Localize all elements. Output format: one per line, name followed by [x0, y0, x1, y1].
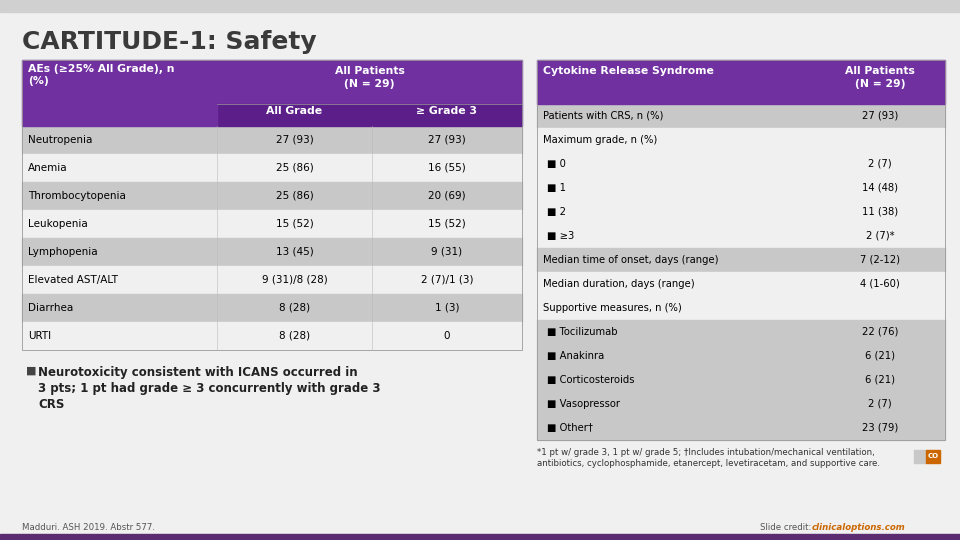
Text: 7 (2-12): 7 (2-12): [860, 255, 900, 265]
Text: 25 (86): 25 (86): [276, 163, 313, 173]
Text: 16 (55): 16 (55): [428, 163, 466, 173]
Text: clinicaloptions.com: clinicaloptions.com: [812, 523, 905, 532]
Text: Maximum grade, n (%): Maximum grade, n (%): [543, 135, 658, 145]
Text: ■ Corticosteroids: ■ Corticosteroids: [547, 375, 635, 385]
Text: Madduri. ASH 2019. Abstr 577.: Madduri. ASH 2019. Abstr 577.: [22, 523, 155, 532]
Text: 27 (93): 27 (93): [428, 135, 466, 145]
Bar: [537, 392, 945, 416]
Text: 23 (79): 23 (79): [862, 423, 899, 433]
Bar: [22, 126, 522, 154]
Text: 22 (76): 22 (76): [862, 327, 899, 337]
Bar: [914, 450, 926, 463]
Bar: [22, 60, 522, 350]
Text: AEs (≥25% All Grade), n
(%): AEs (≥25% All Grade), n (%): [28, 64, 175, 86]
Text: ■: ■: [26, 366, 36, 376]
Text: 1 (3): 1 (3): [435, 303, 459, 313]
Text: 6 (21): 6 (21): [865, 375, 895, 385]
Text: 11 (38): 11 (38): [862, 207, 898, 217]
Text: All Grade: All Grade: [267, 106, 323, 116]
Text: Patients with CRS, n (%): Patients with CRS, n (%): [543, 111, 663, 121]
Text: 8 (28): 8 (28): [279, 303, 310, 313]
Text: All Patients
(N = 29): All Patients (N = 29): [335, 66, 404, 89]
Text: Neurotoxicity consistent with ICANS occurred in: Neurotoxicity consistent with ICANS occu…: [38, 366, 358, 379]
Text: 9 (31): 9 (31): [431, 247, 463, 257]
Text: Elevated AST/ALT: Elevated AST/ALT: [28, 275, 118, 285]
Bar: [22, 60, 522, 104]
Text: ■ 1: ■ 1: [547, 183, 566, 193]
Bar: [537, 224, 945, 248]
Text: Median duration, days (range): Median duration, days (range): [543, 279, 695, 289]
Bar: [22, 104, 217, 126]
Text: ■ Other†: ■ Other†: [547, 423, 593, 433]
Text: ■ Anakinra: ■ Anakinra: [547, 351, 604, 361]
Bar: [537, 104, 945, 128]
Text: ■ Vasopressor: ■ Vasopressor: [547, 399, 620, 409]
Bar: [0, 534, 960, 540]
Bar: [537, 248, 945, 272]
Bar: [217, 104, 522, 126]
Bar: [0, 0, 960, 12]
Text: Slide credit:: Slide credit:: [760, 523, 814, 532]
Text: Diarrhea: Diarrhea: [28, 303, 73, 313]
Bar: [537, 272, 945, 296]
Bar: [537, 344, 945, 368]
Text: 14 (48): 14 (48): [862, 183, 898, 193]
Text: 2 (7): 2 (7): [868, 159, 892, 169]
Text: CO: CO: [927, 454, 939, 460]
Bar: [22, 322, 522, 350]
Text: ■ 2: ■ 2: [547, 207, 566, 217]
Text: 20 (69): 20 (69): [428, 191, 466, 201]
Text: 13 (45): 13 (45): [276, 247, 313, 257]
Text: Median time of onset, days (range): Median time of onset, days (range): [543, 255, 718, 265]
Bar: [22, 182, 522, 210]
Text: 2 (7)*: 2 (7)*: [866, 231, 895, 241]
Text: ■ ≥3: ■ ≥3: [547, 231, 574, 241]
Text: 8 (28): 8 (28): [279, 331, 310, 341]
Bar: [537, 60, 945, 440]
Text: Neutropenia: Neutropenia: [28, 135, 92, 145]
Text: 27 (93): 27 (93): [862, 111, 899, 121]
Text: Leukopenia: Leukopenia: [28, 219, 87, 229]
Bar: [22, 154, 522, 182]
Bar: [537, 176, 945, 200]
Text: Cytokine Release Syndrome: Cytokine Release Syndrome: [543, 66, 714, 76]
Bar: [22, 210, 522, 238]
Text: Anemia: Anemia: [28, 163, 67, 173]
Bar: [537, 200, 945, 224]
Text: URTI: URTI: [28, 331, 51, 341]
Bar: [537, 416, 945, 440]
Text: Thrombocytopenia: Thrombocytopenia: [28, 191, 126, 201]
Text: 3 pts; 1 pt had grade ≥ 3 concurrently with grade 3: 3 pts; 1 pt had grade ≥ 3 concurrently w…: [38, 382, 380, 395]
Text: 6 (21): 6 (21): [865, 351, 895, 361]
Bar: [926, 450, 940, 463]
Bar: [22, 238, 522, 266]
Text: 15 (52): 15 (52): [276, 219, 313, 229]
Bar: [537, 320, 945, 344]
Bar: [22, 294, 522, 322]
Text: 2 (7)/1 (3): 2 (7)/1 (3): [420, 275, 473, 285]
Text: 0: 0: [444, 331, 450, 341]
Bar: [537, 128, 945, 152]
Bar: [537, 60, 945, 104]
Text: All Patients
(N = 29): All Patients (N = 29): [845, 66, 915, 89]
Bar: [537, 296, 945, 320]
Text: 25 (86): 25 (86): [276, 191, 313, 201]
Text: Supportive measures, n (%): Supportive measures, n (%): [543, 303, 682, 313]
Text: Lymphopenia: Lymphopenia: [28, 247, 98, 257]
Text: ■ Tocilizumab: ■ Tocilizumab: [547, 327, 617, 337]
Bar: [537, 152, 945, 176]
Text: 9 (31)/8 (28): 9 (31)/8 (28): [262, 275, 327, 285]
Text: ■ 0: ■ 0: [547, 159, 565, 169]
Text: *1 pt w/ grade 3, 1 pt w/ grade 5; †Includes intubation/mechanical ventilation,: *1 pt w/ grade 3, 1 pt w/ grade 5; †Incl…: [537, 448, 875, 457]
Text: CRS: CRS: [38, 398, 64, 411]
Bar: [22, 266, 522, 294]
Text: 15 (52): 15 (52): [428, 219, 466, 229]
Text: ≥ Grade 3: ≥ Grade 3: [417, 106, 477, 116]
Text: 2 (7): 2 (7): [868, 399, 892, 409]
Text: 27 (93): 27 (93): [276, 135, 313, 145]
Text: CARTITUDE-1: Safety: CARTITUDE-1: Safety: [22, 30, 317, 54]
Bar: [537, 368, 945, 392]
Text: antibiotics, cyclophosphamide, etanercept, levetiracetam, and supportive care.: antibiotics, cyclophosphamide, etanercep…: [537, 459, 880, 468]
Text: 4 (1-60): 4 (1-60): [860, 279, 900, 289]
